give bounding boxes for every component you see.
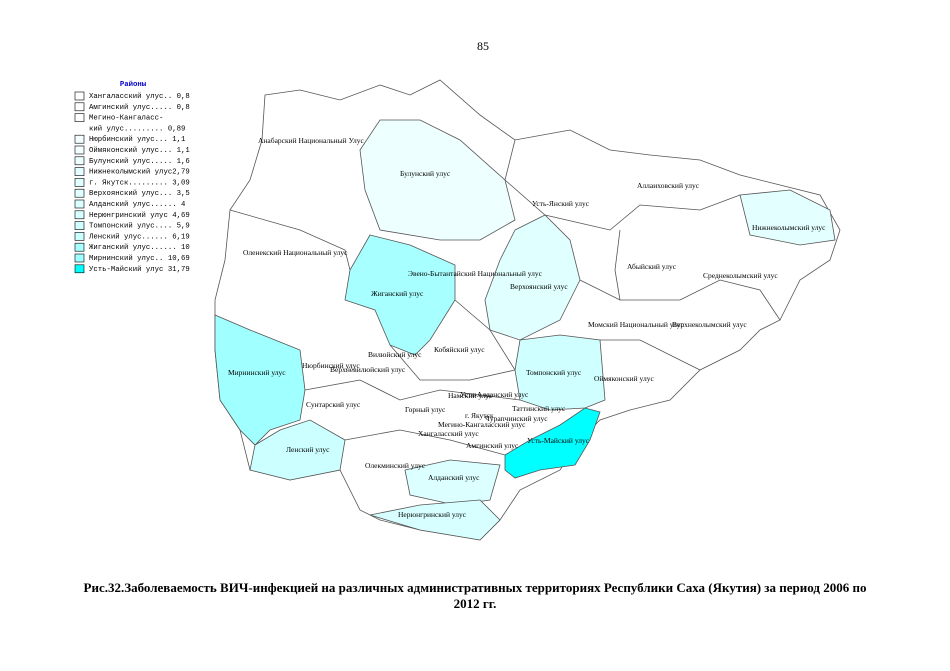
legend-swatch (74, 232, 85, 241)
region-label: Горный улус (405, 405, 446, 414)
map (214, 79, 841, 541)
region-label: Чурапчинский улус (485, 414, 548, 423)
legend-label: Алданский улус...... 4 (89, 200, 186, 209)
region-label: Олекминский улус (365, 461, 426, 470)
legend-title: Районы (120, 80, 147, 89)
region (359, 119, 516, 241)
map-labels: Анабарский Национальный Улус Булунский ул… (228, 136, 826, 519)
legend-swatch (74, 167, 85, 176)
border (229, 209, 351, 271)
region-label: Ленский улус (286, 445, 330, 454)
legend-label: Хангаласский улус.. 0,8 (89, 92, 190, 101)
region-label: Томпонский улус (526, 368, 582, 377)
border (600, 339, 701, 371)
region (344, 234, 456, 356)
region-label: Эвено-Бытантайский Национальный улус (408, 269, 543, 278)
region-label: Оймяконский улус (594, 374, 654, 383)
caption: Рис.32.Заболеваемость ВИЧ-инфекцией на р… (84, 580, 867, 595)
region-label: Нижнеколымский улус (752, 223, 826, 232)
region-label: Усть-Алданский улус (460, 390, 529, 399)
legend-label: Оймяконский улус... 1,1 (89, 146, 190, 155)
border (614, 229, 621, 301)
region-label: Усть-Майский улус (527, 436, 590, 445)
region-label: Усть-Янский улус (532, 199, 590, 208)
region-label: Среднеколымский улус (703, 271, 778, 280)
legend-swatch (74, 253, 85, 263)
region (249, 419, 346, 481)
region-label: Аллаиховский улус (637, 181, 700, 190)
region-label: Кобяйский улус (434, 345, 485, 354)
legend-label: Булунский улус..... 1,6 (89, 157, 190, 166)
region-label: Алданский улус (428, 473, 480, 482)
legend-swatch (74, 102, 85, 112)
legend-swatch (74, 199, 85, 209)
caption: 2012 гг. (454, 596, 497, 611)
legend-swatch (74, 113, 85, 122)
region-label: Момский Национальный улус (588, 320, 685, 329)
border (504, 139, 741, 231)
region-label: г. Якутск (465, 411, 494, 420)
region-label: Булунский улус (400, 169, 451, 178)
legend-label: Верхоянский улус... 3,5 (89, 189, 190, 198)
legend-label: Усть-Майский улус 31,79 (89, 265, 190, 274)
region-label: Таттинский улус (512, 404, 566, 413)
legend-label: г. Якутск......... 3,09 (89, 179, 190, 187)
legend-label: Нерюнгринский улус 4,69 (89, 211, 190, 220)
region-label: Мирнинский улус (228, 368, 286, 377)
legend-swatch (74, 156, 85, 166)
legend-label: Томпонский улус.... 5,9 (89, 222, 190, 231)
region (404, 459, 501, 506)
legend-label: Мегино-Кангаласс- (89, 115, 163, 123)
border (579, 279, 781, 321)
region-label: Верхоянский улус (510, 282, 568, 291)
region (504, 407, 601, 479)
legend-label: кий улус......... 0,89 (89, 124, 185, 133)
region-label: Вилюйский улус (368, 350, 422, 359)
region (739, 189, 836, 246)
legend-swatch (74, 91, 85, 101)
region-label: Анабарский Национальный Улус (258, 136, 365, 145)
region (484, 214, 581, 341)
legend-label: Нижнеколымский улус2,79 (89, 168, 190, 177)
region-label: Хангаласский улус (418, 429, 479, 438)
legend-swatch (74, 188, 85, 198)
legend-swatch (74, 221, 85, 230)
border (389, 299, 516, 381)
border (344, 429, 506, 456)
region-label: Мегино-Кангаласский улус (438, 420, 526, 429)
legend-label: Жиганский улус...... 10 (89, 243, 190, 252)
region (214, 314, 306, 446)
legend-label: Нюрбинский улус... 1,1 (89, 135, 186, 144)
region-label: Оленекский Национальный улус (243, 248, 348, 257)
region-label: Верхнеколымский улус (672, 320, 747, 329)
legend-label: Ленский улус...... 6,19 (89, 232, 190, 241)
region-label: Амгинский улус (466, 441, 519, 450)
legend-label: Мирнинский улус.. 10,69 (89, 254, 190, 263)
legend-swatch (74, 145, 85, 155)
legend-swatch (74, 134, 85, 144)
border (304, 379, 521, 401)
legend-swatch (74, 242, 85, 252)
region-label: Верхневилюйский улус (330, 365, 406, 374)
region-label: Сунтарский улус (306, 400, 361, 409)
legend-swatch (74, 178, 85, 187)
legend: Районы Хангаласский улус.. 0,8 Амгинский … (74, 80, 190, 274)
region-label: Нюрбинский улус (302, 361, 360, 370)
region-label: Жиганский улус (371, 289, 424, 298)
region-label: Абыйский улус (627, 262, 677, 271)
page-number: 85 (477, 39, 489, 53)
region (369, 499, 501, 541)
region-label: Намский улус (448, 391, 493, 400)
legend-swatch (74, 264, 85, 274)
legend-swatch (74, 210, 85, 220)
region-label: Нерюнгринский улус (398, 510, 467, 519)
legend-label: Амгинский улус..... 0,8 (89, 103, 190, 112)
